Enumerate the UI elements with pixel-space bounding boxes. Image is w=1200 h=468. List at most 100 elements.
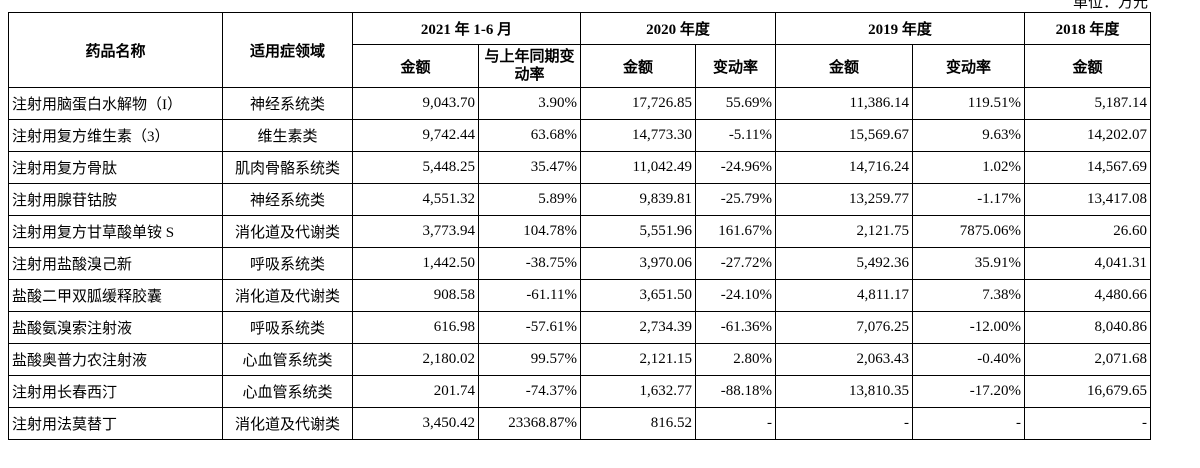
table-cell: 13,417.08 [1024,183,1151,216]
table-cell: 35.91% [912,247,1025,280]
table-cell: 注射用复方骨肽 [8,151,223,184]
table-cell: 26.60 [1024,215,1151,248]
table-cell: 2,121.15 [580,343,696,376]
table-cell: 9,839.81 [580,183,696,216]
table-cell: 13,259.77 [775,183,913,216]
table-cell: 注射用复方甘草酸单铵 S [8,215,223,248]
table-cell: 2,071.68 [1024,343,1151,376]
table-cell: 9,742.44 [352,119,479,152]
table-cell: 注射用长春西汀 [8,375,223,408]
table-cell: 2.80% [695,343,776,376]
table-row: 盐酸奥普力农注射液 心血管系统类 2,180.02 99.57% 2,121.15 2.8… [8,343,1151,376]
table-cell: 4,480.66 [1024,279,1151,312]
table-cell: 11,386.14 [775,87,913,120]
table-cell: 14,716.24 [775,151,913,184]
table-cell: -25.79% [695,183,776,216]
header-cell: 适用症领域 [222,12,353,88]
table-cell: 14,773.30 [580,119,696,152]
table-cell: 消化道及代谢类 [222,407,353,440]
table-cell: 盐酸氨溴索注射液 [8,311,223,344]
table-cell: 14,202.07 [1024,119,1151,152]
table-cell: 1.02% [912,151,1025,184]
table-cell: 119.51% [912,87,1025,120]
table-cell: 3,773.94 [352,215,479,248]
table-cell: 维生素类 [222,119,353,152]
table-cell: 16,679.65 [1024,375,1151,408]
table-cell: 616.98 [352,311,479,344]
table-cell: 9,043.70 [352,87,479,120]
subheader-cell: 金额 [352,44,479,88]
table-cell: 4,551.32 [352,183,479,216]
table-cell: -57.61% [478,311,581,344]
subheader-row: 金额 与上年同期变动率 金额 变动率 金额 变动率 金额 [9,44,1151,88]
table-row: 注射用腺苷钴胺 神经系统类 4,551.32 5.89% 9,839.81 -25.79%… [8,183,1151,216]
table-row: 注射用长春西汀 心血管系统类 201.74 -74.37% 1,632.77 -88.18… [8,375,1151,408]
table-cell: 2,063.43 [775,343,913,376]
table-cell: -24.96% [695,151,776,184]
table-cell: 5,551.96 [580,215,696,248]
table-cell: 1,442.50 [352,247,479,280]
table-cell: - [1024,407,1151,440]
table-cell: 神经系统类 [222,87,353,120]
table-cell: -74.37% [478,375,581,408]
table-cell: -12.00% [912,311,1025,344]
table-cell: - [695,407,776,440]
table-row: 注射用复方甘草酸单铵 S 消化道及代谢类 3,773.94 104.78% 5,551.… [8,215,1151,248]
subheader-cell: 变动率 [912,44,1025,88]
table-cell: 心血管系统类 [222,343,353,376]
table-cell: 908.58 [352,279,479,312]
subheader-cell: 与上年同期变动率 [478,44,581,88]
header-cell: 2019 年度 [775,12,1025,45]
table-cell: 63.68% [478,119,581,152]
table-cell: 呼吸系统类 [222,311,353,344]
table-cell: - [912,407,1025,440]
table-cell: -88.18% [695,375,776,408]
table-cell: -1.17% [912,183,1025,216]
table-cell: -17.20% [912,375,1025,408]
table-cell: 5,187.14 [1024,87,1151,120]
table-cell: -27.72% [695,247,776,280]
table-cell: 55.69% [695,87,776,120]
table-cell: -61.36% [695,311,776,344]
table-cell: -38.75% [478,247,581,280]
table-row: 注射用法莫替丁 消化道及代谢类 3,450.42 23368.87% 816.52- - -… [8,407,1151,440]
table-cell: 肌肉骨骼系统类 [222,151,353,184]
table-cell: -24.10% [695,279,776,312]
header-cell: 2021 年 1-6 月 [352,12,581,45]
table-cell: 8,040.86 [1024,311,1151,344]
table-cell: -61.11% [478,279,581,312]
table-cell: 4,041.31 [1024,247,1151,280]
table-cell: 注射用腺苷钴胺 [8,183,223,216]
table-cell: 7875.06% [912,215,1025,248]
table-cell: 注射用脑蛋白水解物（I） [8,87,223,120]
table-cell: 9.63% [912,119,1025,152]
table-cell: 神经系统类 [222,183,353,216]
table-cell: 注射用复方维生素（3） [8,119,223,152]
subheader-cell: 金额 [775,44,913,88]
table-cell: 35.47% [478,151,581,184]
table-cell: 23368.87% [478,407,581,440]
table-cell: -0.40% [912,343,1025,376]
table-cell: 14,567.69 [1024,151,1151,184]
table-cell: 注射用法莫替丁 [8,407,223,440]
subheader-cell: 金额 [580,44,696,88]
table-cell: 2,121.75 [775,215,913,248]
data-table: 药品名称 适用症领域 2021 年 1-6 月 2020 年度 2019 年度 2018 … [8,12,1151,440]
table-cell: 5,448.25 [352,151,479,184]
table-cell: 消化道及代谢类 [222,215,353,248]
table-cell: 816.52 [580,407,696,440]
table-cell: 5.89% [478,183,581,216]
table-cell: 7,076.25 [775,311,913,344]
header-cell: 2020 年度 [580,12,776,45]
table-cell: 17,726.85 [580,87,696,120]
table-row: 注射用复方维生素（3） 维生素类 9,742.44 63.68% 14,773.30 -5… [8,119,1151,152]
table-cell: -5.11% [695,119,776,152]
subheader-cell: 变动率 [695,44,776,88]
table-cell: 2,734.39 [580,311,696,344]
table-row: 盐酸氨溴索注射液 呼吸系统类 616.98 -57.61% 2,734.39 -61.36… [8,311,1151,344]
table-cell: 注射用盐酸溴己新 [8,247,223,280]
table-cell: - [775,407,913,440]
table-row: 盐酸二甲双胍缓释胶囊 消化道及代谢类 908.58 -61.11% 3,651.50 -2… [8,279,1151,312]
table-cell: 99.57% [478,343,581,376]
